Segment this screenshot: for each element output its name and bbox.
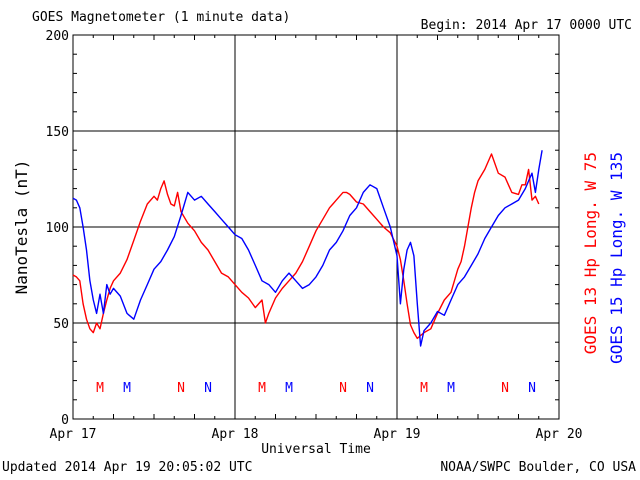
x-axis-label: Universal Time: [261, 442, 371, 457]
legend-entry-goes15: GOES 15 Hp Long. W 135: [607, 152, 626, 364]
chart-title: GOES Magnetometer (1 minute data): [32, 10, 291, 25]
series-line-goes13: [72, 153, 540, 340]
local-time-marker: N: [501, 381, 509, 396]
y-tick-label: 0: [61, 413, 69, 428]
begin-time: Begin: 2014 Apr 17 0000 UTC: [420, 18, 632, 33]
y-tick-label: 100: [46, 221, 69, 236]
series-line-goes15: [72, 150, 543, 347]
y-tick-label: 50: [53, 317, 69, 332]
local-time-marker: N: [339, 381, 347, 396]
y-tick-label: 150: [46, 125, 69, 140]
local-time-marker: N: [177, 381, 185, 396]
legend-entry-goes13: GOES 13 Hp Long. W 75: [581, 152, 600, 354]
local-time-marker: M: [285, 381, 293, 396]
y-axis-label: NanoTesla (nT): [12, 160, 31, 295]
x-tick-label: Apr 19: [374, 427, 421, 442]
local-time-marker: M: [447, 381, 455, 396]
local-time-marker: N: [528, 381, 536, 396]
updated-timestamp: Updated 2014 Apr 19 20:05:02 UTC: [2, 460, 253, 475]
credit-line: NOAA/SWPC Boulder, CO USA: [440, 460, 636, 475]
local-time-marker: M: [96, 381, 104, 396]
y-tick-label: 200: [46, 29, 69, 44]
local-time-marker: M: [420, 381, 428, 396]
x-tick-label: Apr 20: [536, 427, 583, 442]
local-time-marker: N: [204, 381, 212, 396]
local-time-marker: M: [123, 381, 131, 396]
local-time-marker: M: [258, 381, 266, 396]
x-tick-label: Apr 18: [212, 427, 259, 442]
local-time-marker: N: [366, 381, 374, 396]
x-tick-label: Apr 17: [50, 427, 97, 442]
